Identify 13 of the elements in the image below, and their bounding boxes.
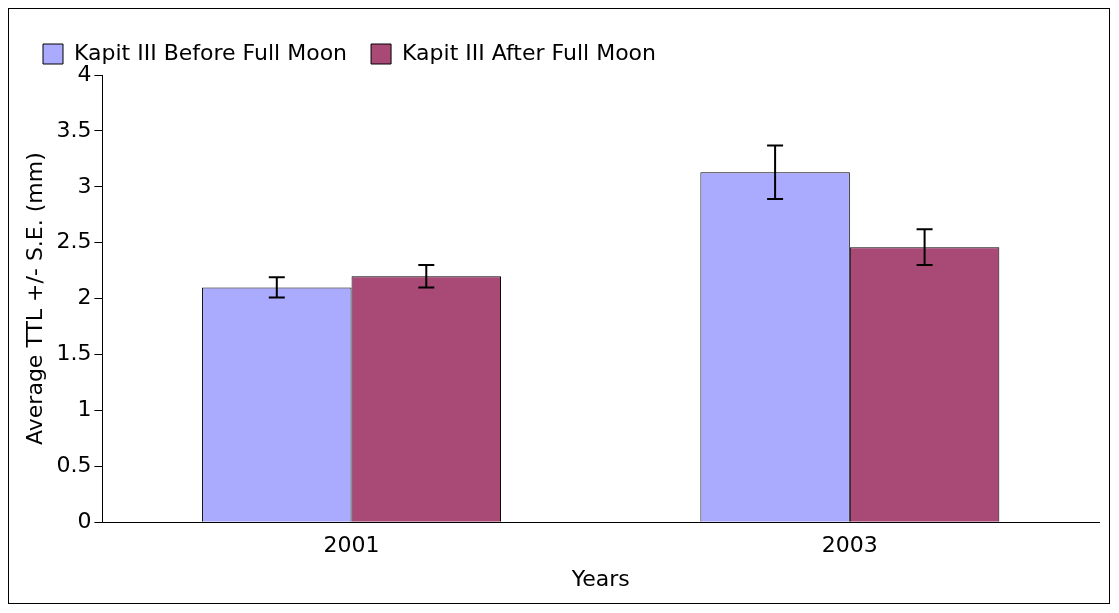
y-axis-title: Average TTL +/- S.E. (mm) bbox=[21, 152, 47, 445]
y-tick-label: 3.5 bbox=[56, 116, 92, 142]
y-tick-label: 1 bbox=[77, 396, 92, 422]
x-tick-label: 2003 bbox=[821, 532, 878, 558]
x-tick-label: 2001 bbox=[323, 532, 380, 558]
y-tick-label: 0.5 bbox=[56, 452, 92, 478]
y-tick-label: 3 bbox=[77, 172, 92, 198]
legend-label: Kapit III After Full Moon bbox=[402, 39, 657, 65]
x-axis-title: Years bbox=[570, 565, 630, 591]
y-tick-label: 0 bbox=[77, 507, 92, 533]
y-tick-label: 1.5 bbox=[56, 340, 92, 366]
y-tick-label: 2 bbox=[77, 284, 92, 310]
y-tick-label: 2.5 bbox=[56, 228, 92, 254]
